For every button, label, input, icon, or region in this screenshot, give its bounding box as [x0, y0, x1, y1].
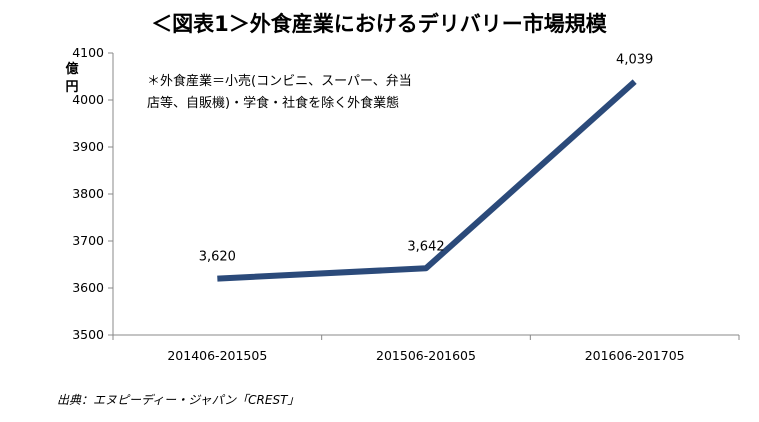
y-unit-label-char: 億 — [65, 61, 78, 77]
y-tick-label: 3600 — [72, 280, 104, 295]
annotation-line-2: 店等、自販機)・学食・社食を除く外食業態 — [147, 95, 399, 111]
data-label: 3,620 — [199, 250, 236, 265]
x-tick-label: 201406-201505 — [167, 348, 267, 363]
axis-ticks: 3500 3600 3700 3800 3900 4000 4100 201406-20150… — [72, 45, 740, 363]
y-tick-label: 3500 — [72, 327, 104, 342]
y-unit-label-char: 円 — [65, 80, 78, 95]
chart-title: ＜図表1＞外食産業におけるデリバリー市場規模 — [151, 12, 608, 36]
y-tick-label: 3900 — [72, 139, 104, 154]
y-unit-label: 億 円 — [65, 61, 78, 95]
series-layer — [217, 79, 637, 282]
y-tick-label: 4100 — [72, 45, 104, 60]
y-tick-label: 3700 — [72, 233, 104, 248]
y-tick-label: 3800 — [72, 186, 104, 201]
x-tick-label: 201606-201705 — [585, 348, 685, 363]
data-label: 3,642 — [407, 239, 444, 254]
annotation-note: ＊外食産業＝小売(コンビニ、スーパー、弁当 店等、自販機)・学食・社食を除く外食… — [147, 73, 412, 111]
x-tick-label: 201506-201605 — [376, 348, 476, 363]
series-line — [217, 79, 637, 282]
y-tick-label: 4000 — [72, 92, 104, 107]
source-note: 出典：エヌピーディー・ジャパン「CREST」 — [57, 393, 299, 407]
data-label: 4,039 — [616, 53, 653, 68]
annotation-line-1: ＊外食産業＝小売(コンビニ、スーパー、弁当 — [147, 73, 412, 89]
data-labels: 3,620 3,642 4,039 — [199, 53, 654, 265]
